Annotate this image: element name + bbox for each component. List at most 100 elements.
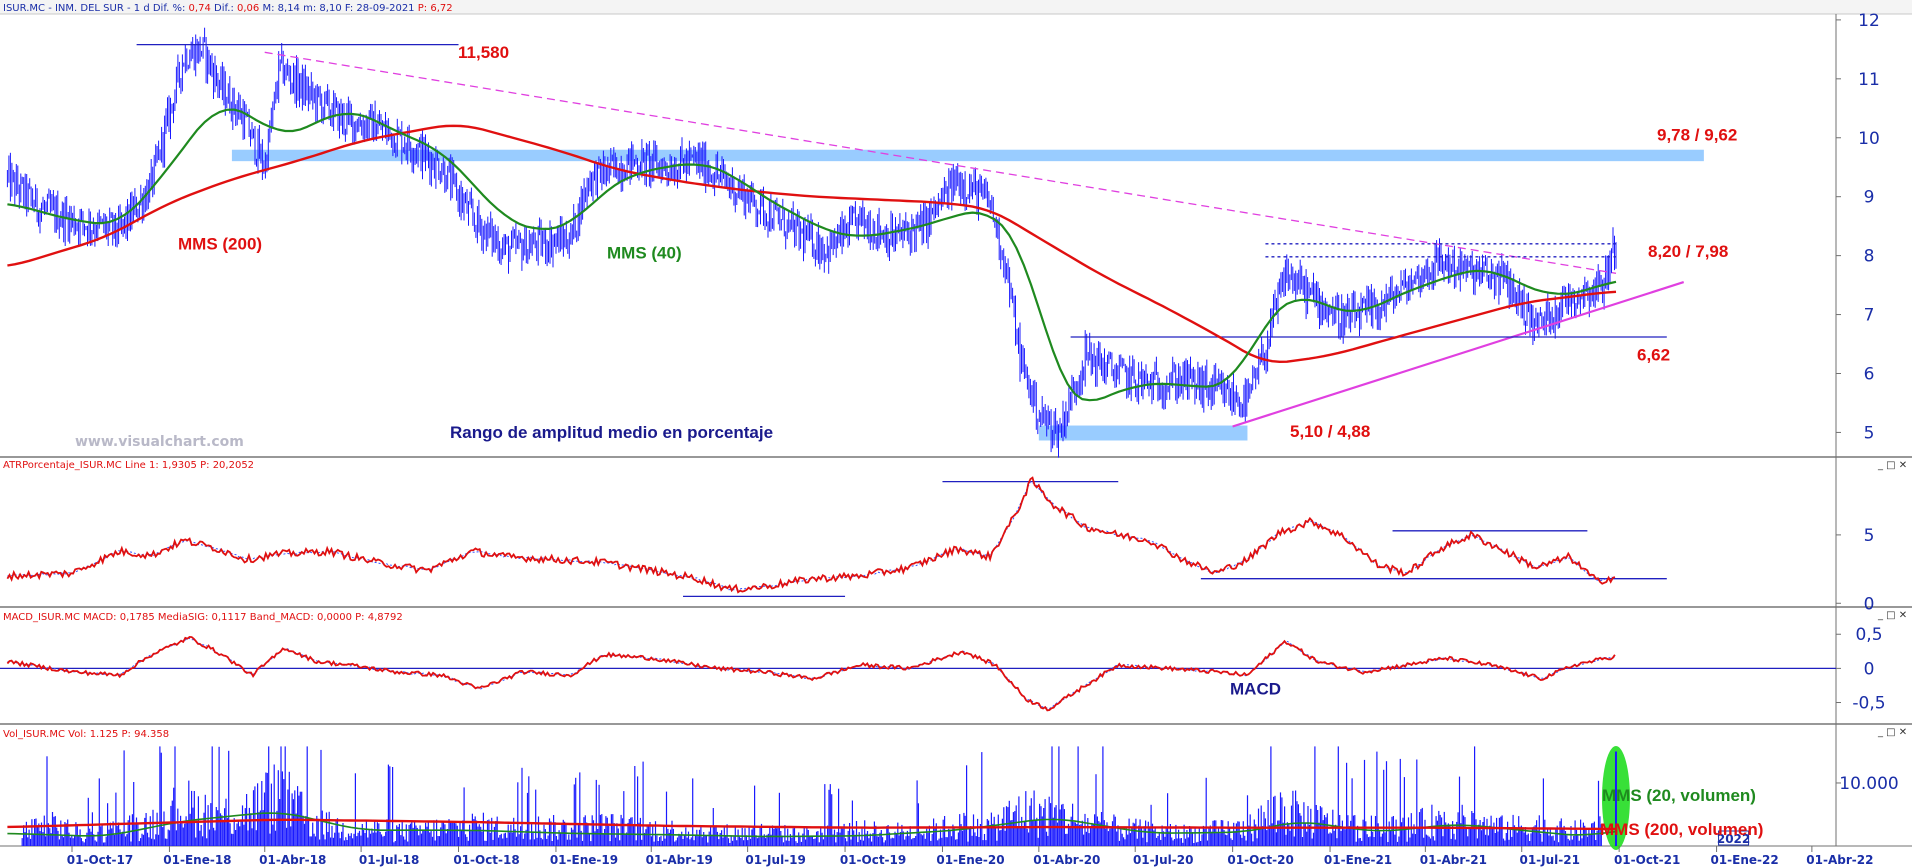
atr-label-name: ATRPorcentaje_ISUR.MC (3, 460, 122, 471)
trendline-bajista (264, 51, 1617, 274)
macd-label-macd: MACD: (83, 612, 116, 623)
year-marker-label: 2022 (1717, 832, 1750, 846)
macd-panel (0, 635, 1836, 712)
y-tick-label: 5 (1864, 423, 1875, 443)
header-price-label: P: (418, 3, 427, 14)
macd-label-sig-value: 0,1117 (212, 612, 247, 623)
zone-label-510-488: 5,10 / 4,88 (1290, 422, 1370, 441)
axes: 12 11 10 9 8 7 6 5 5 0 0,5 0 -0,5 10.000 01-Oct-17 01-E… (67, 11, 1899, 867)
y-tick-label: 10.000 (1839, 774, 1898, 794)
trendline-alcista (1232, 281, 1685, 428)
macd-label-p: P: (355, 612, 364, 623)
x-tick-label: 01-Ene-20 (936, 853, 1004, 867)
window-controls-icon[interactable]: _ □ ✕ (1877, 460, 1907, 471)
x-tick-label: 01-Ene-19 (550, 853, 618, 867)
macd-label-band-value: 0,0000 (317, 612, 352, 623)
support-resistance-zone (1038, 425, 1248, 441)
y-tick-label: 0,5 (1855, 625, 1882, 645)
svg-text:ISUR.MC - INM. D: ISUR.MC - INM. DEL SUR - 1 d Dif. %: 0,7… (3, 3, 453, 14)
mms200-line (7, 124, 1617, 363)
watermark-text: www.visualchart.com (75, 434, 244, 450)
macd-line (6, 635, 1616, 712)
x-tick-label: 01-Oct-20 (1227, 853, 1293, 867)
chart-header: ISUR.MC - INM. DEL SUR - 1 d Dif. %: 0,7… (3, 3, 453, 740)
header-price: 6,72 (430, 3, 452, 14)
vol-mms200-annotation: MMS (200, volumen) (1600, 820, 1763, 839)
zone-label-978-962: 9,78 / 9,62 (1657, 126, 1737, 145)
panel-label-strip (0, 457, 1912, 471)
vol-label-vol-value: 1.125 (90, 729, 119, 740)
x-tick-label: 01-Ene-22 (1710, 853, 1778, 867)
x-tick-label: 01-Abr-21 (1420, 853, 1487, 867)
watermark: www.visualchart.com (75, 434, 244, 450)
svg-text:MACD_ISUR.MC MAC: MACD_ISUR.MC MACD: 0,1785 MediaSIG: 0,11… (3, 612, 403, 623)
volume-bars (21, 746, 1602, 846)
x-tick-label: 01-Abr-19 (646, 853, 713, 867)
panel-label-strip (0, 724, 1912, 741)
y-tick-label: -0,5 (1852, 694, 1885, 714)
x-tick-label: 01-Oct-17 (67, 853, 133, 867)
x-tick-label: 01-Jul-18 (359, 853, 419, 867)
y-tick-label: 5 (1864, 526, 1875, 546)
panel-label-strip (0, 607, 1912, 623)
vol-label-p: P: (122, 729, 131, 740)
atr-signal-line (7, 481, 1615, 591)
panel-frames (0, 0, 1912, 847)
window-controls-icon[interactable]: _ □ ✕ (1877, 610, 1907, 621)
mms40-label: MMS (40) (607, 244, 682, 263)
macd-label-macd-value: 0,1785 (120, 612, 155, 623)
atr-label-line-value: 1,9305 (162, 460, 197, 471)
vol-label-vol: Vol: (68, 729, 86, 740)
x-tick-label: 01-Ene-21 (1324, 853, 1392, 867)
level-label-662: 6,62 (1637, 346, 1670, 365)
vol-label-name: Vol_ISUR.MC (3, 729, 65, 740)
header-dif-pct: 0,74 (189, 3, 211, 14)
vol-label-p-value: 94.358 (134, 729, 169, 740)
header-name: INM. DEL SUR (55, 3, 124, 14)
x-tick-label: 01-Abr-18 (259, 853, 326, 867)
y-tick-label: 11 (1858, 70, 1880, 90)
header-period: 1 d (134, 3, 150, 14)
y-tick-label: 8 (1864, 247, 1875, 267)
level-label-11580: 11,580 (458, 43, 509, 62)
header-dif-label: Dif.: (214, 3, 234, 14)
x-tick-label: 01-Jul-19 (745, 853, 805, 867)
x-tick-label: 01-Oct-18 (453, 853, 519, 867)
vol-mms20-annotation: MMS (20, volumen) (1602, 786, 1756, 805)
window-controls-icon[interactable]: _ □ ✕ (1877, 727, 1907, 738)
volume-panel (7, 746, 1630, 850)
atr-panel (6, 476, 1667, 598)
volume-mms20-line (7, 812, 1617, 838)
macd-label-name: MACD_ISUR.MC (3, 612, 80, 623)
header-symbol: ISUR.MC (3, 3, 45, 14)
panel-window-controls[interactable]: _ □ ✕ _ □ ✕ _ □ ✕ (1877, 460, 1907, 738)
header-date-label: F: (345, 3, 353, 14)
year-marker-box (1718, 830, 1750, 846)
annotations: Rango de amplitud medio en porcentaje MM… (178, 43, 1763, 839)
y-tick-label: 7 (1864, 306, 1875, 326)
support-resistance-zone (231, 149, 1704, 162)
y-tick-label: 0 (1864, 594, 1875, 614)
header-max: 8,14 (278, 3, 300, 14)
header-min-label: m: (303, 3, 316, 14)
atr-label-p: P: (200, 460, 209, 471)
y-tick-label: 0 (1864, 659, 1875, 679)
macd-label-band: Band_MACD: (250, 612, 314, 623)
atr-line (6, 476, 1616, 594)
x-tick-label: 01-Jul-21 (1519, 853, 1579, 867)
x-tick-label: 01-Abr-22 (1806, 853, 1873, 867)
y-tick-label: 10 (1858, 129, 1880, 149)
y-tick-label: 6 (1864, 364, 1875, 384)
svg-text:Vol_ISUR.MC Vol:: Vol_ISUR.MC Vol: 1.125 P: 94.358 (3, 729, 169, 740)
x-tick-label: 01-Oct-19 (840, 853, 906, 867)
volume-mms200-line (7, 818, 1616, 831)
atr-annotation: Rango de amplitud medio en porcentaje (450, 423, 773, 442)
mms200-label: MMS (200) (178, 235, 262, 254)
x-tick-label: 01-Abr-20 (1033, 853, 1100, 867)
atr-label-p-value: 20,2052 (213, 460, 254, 471)
macd-label-sig: MediaSIG: (158, 612, 208, 623)
x-tick-label: 01-Ene-18 (163, 853, 231, 867)
x-tick-label: 01-Jul-20 (1133, 853, 1193, 867)
atr-label-line: Line 1: (125, 460, 159, 471)
header-date: 28-09-2021 (356, 3, 414, 14)
